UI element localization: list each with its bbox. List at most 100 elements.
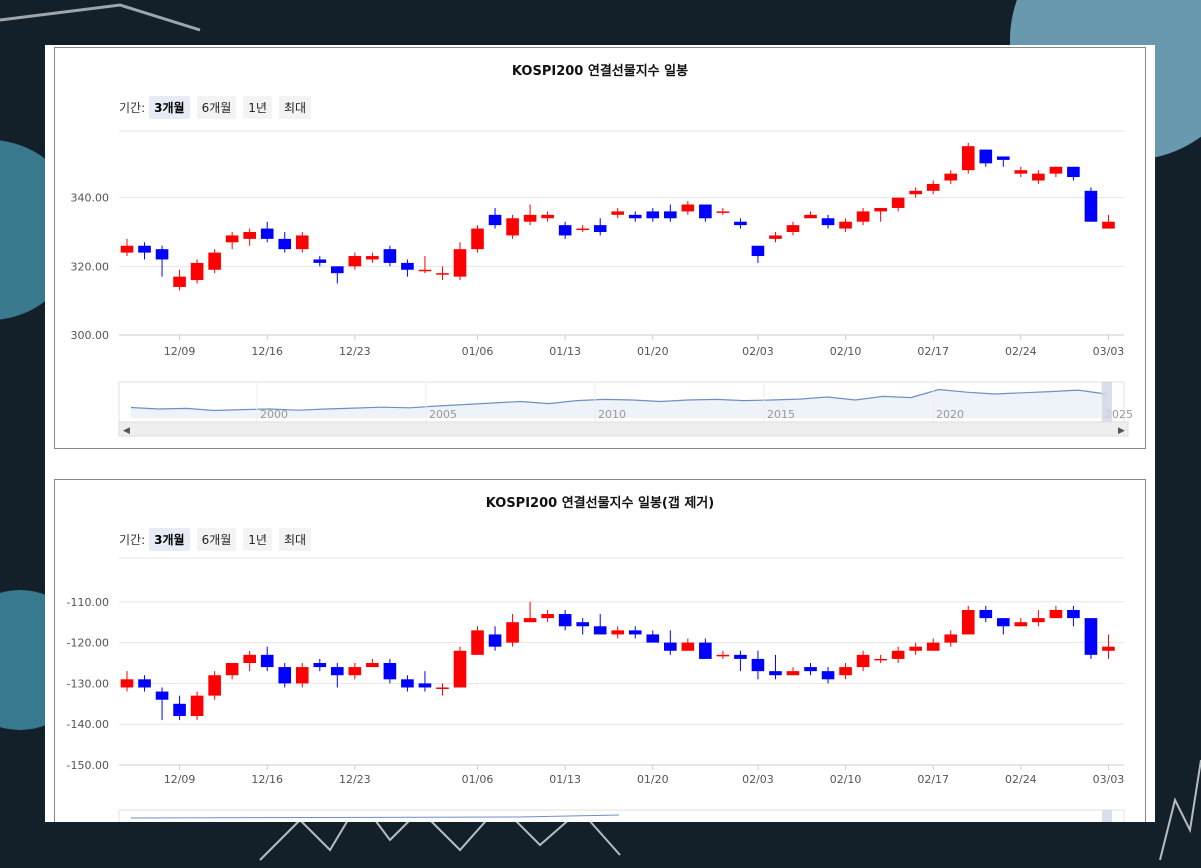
candle-body[interactable] — [506, 622, 519, 643]
candle-body[interactable] — [874, 658, 887, 661]
candle-body[interactable] — [173, 276, 186, 287]
candle-body[interactable] — [786, 671, 800, 676]
candle-body[interactable] — [541, 614, 554, 619]
candle-body[interactable] — [471, 228, 484, 250]
candle-body[interactable] — [1032, 618, 1045, 623]
range-button-6m[interactable]: 6개월 — [196, 96, 237, 119]
candle-body[interactable] — [366, 256, 379, 260]
candle-body[interactable] — [961, 609, 975, 635]
candle-body[interactable] — [208, 675, 221, 696]
navigator-handle[interactable] — [1102, 382, 1112, 436]
candle-body[interactable] — [1014, 170, 1028, 174]
candle-body[interactable] — [628, 214, 642, 219]
candle-body[interactable] — [366, 663, 379, 668]
candle-body[interactable] — [646, 211, 660, 219]
range-button-1y[interactable]: 1년 — [243, 96, 272, 119]
candle-body[interactable] — [944, 173, 958, 181]
candle-body[interactable] — [225, 663, 239, 676]
candle-body[interactable] — [979, 609, 993, 619]
range-button-6m[interactable]: 6개월 — [196, 528, 237, 551]
candle-body[interactable] — [856, 654, 870, 668]
candle-body[interactable] — [926, 642, 940, 651]
candle-body[interactable] — [348, 667, 362, 676]
candle-body[interactable] — [751, 245, 765, 257]
candle-body[interactable] — [190, 695, 204, 717]
candle-body[interactable] — [295, 235, 309, 250]
candle-body[interactable] — [716, 211, 730, 213]
candle-body[interactable] — [243, 232, 256, 239]
candle-body[interactable] — [997, 618, 1010, 627]
candle-body[interactable] — [856, 211, 870, 222]
range-button-max[interactable]: 최대 — [278, 96, 312, 119]
candle-body[interactable] — [278, 667, 292, 684]
candle-body[interactable] — [436, 687, 449, 689]
candle-body[interactable] — [190, 262, 204, 281]
candle-body[interactable] — [331, 667, 344, 676]
candle-body[interactable] — [471, 630, 484, 655]
candle-body[interactable] — [611, 211, 625, 215]
candle-body[interactable] — [278, 238, 292, 250]
candle-body[interactable] — [120, 679, 134, 688]
candle-body[interactable] — [891, 650, 905, 659]
candle-body[interactable] — [418, 269, 432, 272]
candle-body[interactable] — [313, 259, 327, 263]
candle-body[interactable] — [944, 634, 958, 643]
navigator-handle[interactable] — [1102, 810, 1112, 822]
candle-body[interactable] — [453, 650, 467, 688]
candle-body[interactable] — [383, 249, 397, 263]
candle-body[interactable] — [558, 225, 572, 236]
candle-body[interactable] — [1032, 173, 1045, 181]
candle-body[interactable] — [699, 642, 712, 659]
candle-body[interactable] — [874, 207, 887, 212]
candle-body[interactable] — [664, 211, 677, 219]
candle-body[interactable] — [909, 190, 922, 195]
candle-body[interactable] — [155, 691, 169, 700]
candle-body[interactable] — [348, 256, 362, 267]
candle-body[interactable] — [401, 262, 414, 270]
candle-body[interactable] — [523, 214, 537, 222]
candle-body[interactable] — [734, 654, 747, 659]
candle-body[interactable] — [1084, 190, 1098, 222]
scroll-right-icon[interactable]: ▶ — [1118, 426, 1125, 436]
candle-body[interactable] — [839, 221, 852, 229]
candle-body[interactable] — [769, 235, 782, 239]
candle-body[interactable] — [961, 146, 975, 171]
candle-body[interactable] — [909, 646, 922, 651]
candle-body[interactable] — [751, 658, 765, 672]
range-button-1y[interactable]: 1년 — [243, 528, 272, 551]
candle-body[interactable] — [593, 225, 607, 232]
range-button-3m[interactable]: 3개월 — [149, 96, 190, 119]
candle-body[interactable] — [926, 183, 940, 191]
candle-body[interactable] — [821, 671, 835, 680]
candle-body[interactable] — [295, 667, 309, 684]
candle-body[interactable] — [260, 228, 274, 239]
candle-body[interactable] — [313, 663, 327, 668]
candle-body[interactable] — [488, 214, 502, 226]
candle-body[interactable] — [1049, 609, 1063, 619]
scroll-left-icon[interactable]: ◀ — [123, 426, 130, 436]
candle-body[interactable] — [611, 630, 625, 635]
candle-body[interactable] — [155, 249, 169, 260]
candle-body[interactable] — [804, 214, 817, 219]
candle-body[interactable] — [576, 228, 589, 231]
candle-body[interactable] — [558, 614, 572, 627]
candle-body[interactable] — [436, 273, 449, 275]
range-button-max[interactable]: 최대 — [278, 528, 312, 551]
candle-body[interactable] — [699, 204, 712, 219]
candle-body[interactable] — [506, 218, 519, 236]
navigator-scrollbar[interactable] — [118, 421, 1129, 437]
range-button-3m[interactable]: 3개월 — [149, 528, 190, 551]
candle-body[interactable] — [173, 703, 186, 717]
candle-body[interactable] — [208, 252, 221, 270]
candle-body[interactable] — [576, 622, 589, 627]
candle-body[interactable] — [120, 245, 134, 253]
candle-body[interactable] — [628, 630, 642, 635]
candle-body[interactable] — [1067, 166, 1080, 178]
candle-body[interactable] — [821, 218, 835, 226]
candle-body[interactable] — [1067, 609, 1080, 619]
candle-body[interactable] — [997, 156, 1010, 160]
candle-body[interactable] — [593, 626, 607, 635]
candle-body[interactable] — [1102, 646, 1115, 651]
candle-body[interactable] — [646, 634, 660, 643]
candle-body[interactable] — [1014, 622, 1028, 627]
